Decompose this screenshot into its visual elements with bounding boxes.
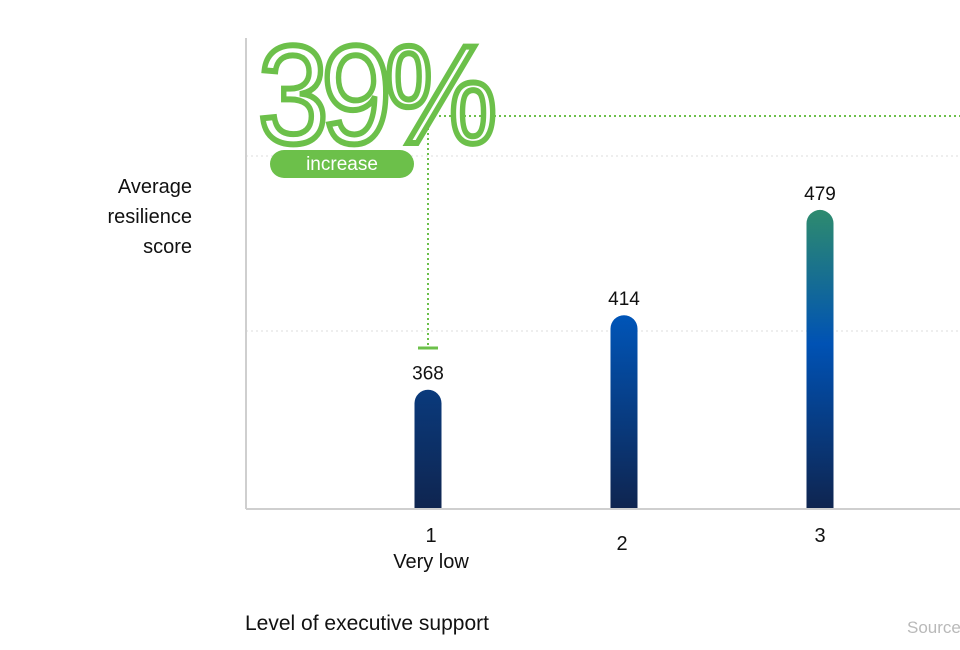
callout-pill-label: increase [306,154,378,175]
bar [414,389,442,508]
data-label: 414 [608,289,640,310]
y-axis-title: Average resilience score [108,172,192,262]
bar [610,315,638,508]
y-axis-title-line: Average [117,176,192,198]
source-note: Source [907,618,960,637]
x-axis-title: Level of executive support [245,612,489,635]
data-label: 479 [804,184,836,205]
y-axis-title-line: resilience [107,206,192,228]
data-label: 368 [412,364,444,385]
x-tick-label: 3 [814,525,825,547]
x-tick-label: 2 [616,533,627,555]
x-tick-sublabel: Very low [393,551,469,573]
callout-big-number: 39% [258,16,493,173]
callout-pill [270,150,414,178]
x-tick-label: 1 [425,525,436,547]
callout-connector [427,115,960,345]
bar [806,209,834,509]
y-axis-title-line: score [143,236,192,258]
